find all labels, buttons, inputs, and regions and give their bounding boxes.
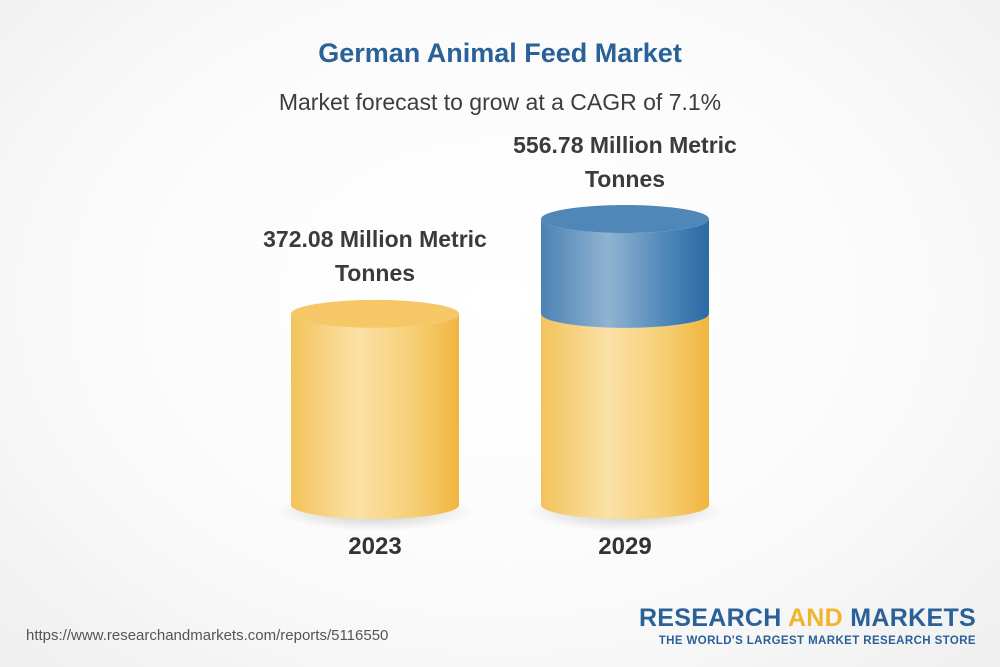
- bar-top-2029: [541, 205, 709, 233]
- source-url[interactable]: https://www.researchandmarkets.com/repor…: [26, 627, 389, 644]
- brand-text-markets: MARKETS: [843, 604, 976, 632]
- bar-2029-base-segment: [541, 313, 709, 519]
- bar-top-2023: [291, 299, 459, 328]
- bar-2023: [291, 313, 459, 519]
- brand-text-and: AND: [787, 604, 844, 632]
- brand-tagline: THE WORLD'S LARGEST MARKET RESEARCH STOR…: [658, 635, 976, 647]
- chart-title: German Animal Feed Market: [318, 38, 682, 68]
- brand-text-research: RESEARCH: [638, 604, 788, 632]
- chart-subtitle: Market forecast to grow at a CAGR of 7.1…: [278, 89, 722, 115]
- year-label-2029: 2029: [598, 533, 652, 560]
- value-label-2023: 372.08 Million Metric Tonnes: [263, 226, 487, 286]
- bar-2029-growth-segment: [541, 219, 709, 328]
- brand-logo: RESEARCH AND MARKETS THE WORLD'S LARGEST…: [639, 604, 976, 647]
- year-label-2023: 2023: [348, 533, 402, 560]
- value-label-2029: 556.78 Million Metric Tonnes: [513, 132, 737, 192]
